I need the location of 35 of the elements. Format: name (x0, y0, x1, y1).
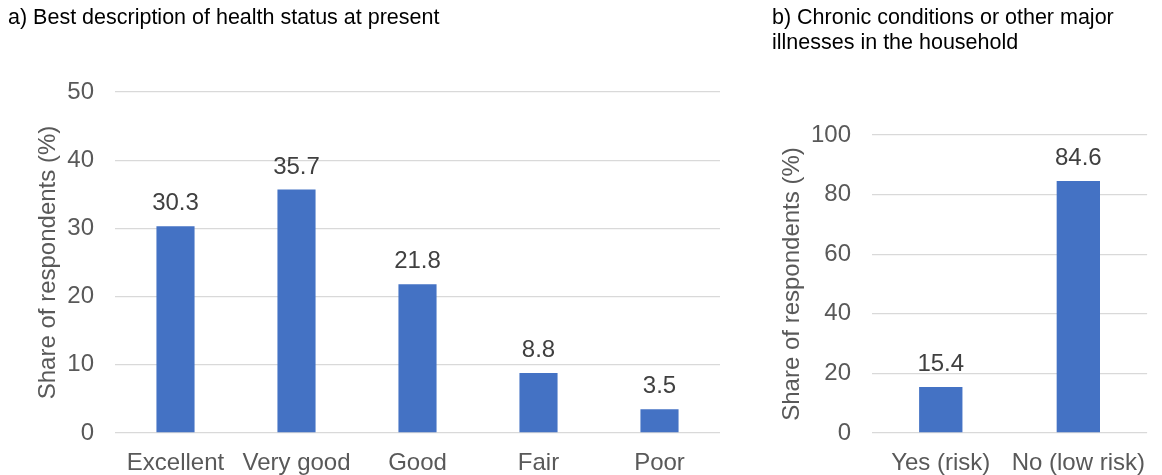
y-tick-label: 20 (67, 281, 94, 309)
x-tick-label: Excellent (126, 448, 225, 475)
y-tick-label: 10 (67, 349, 94, 377)
y-tick-label: 40 (67, 144, 94, 172)
x-tick-label: Good (388, 448, 447, 475)
data-label: 35.7 (273, 151, 320, 179)
y-tick-label: 40 (824, 298, 851, 326)
x-tick-label: Fair (517, 448, 560, 475)
y-tick-label: 0 (80, 417, 94, 445)
y-tick-label: 20 (824, 358, 851, 386)
x-tick-label: No (low risk) (1011, 448, 1145, 475)
data-label: 8.8 (521, 334, 556, 362)
x-tick-label: Yes (risk) (891, 448, 991, 475)
bar (398, 284, 437, 433)
y-tick-label: 0 (837, 417, 851, 445)
data-label: 84.6 (1054, 142, 1102, 170)
data-label: 21.8 (394, 246, 441, 274)
x-tick-label: Poor (634, 448, 685, 475)
bar (277, 189, 316, 433)
y-tick-label: 60 (824, 238, 851, 266)
x-tick-label: Very good (242, 448, 351, 475)
data-label: 30.3 (152, 188, 199, 216)
chart-title: a) Best description of health status at present (8, 5, 441, 30)
y-axis-title: Share of respondents (%) (33, 125, 61, 400)
chart-title: b) Chronic conditions or other major illnesses in the household (772, 5, 1115, 55)
bar (156, 226, 195, 433)
y-tick-label: 50 (67, 76, 94, 104)
bar (640, 409, 679, 433)
data-label: 15.4 (917, 349, 965, 377)
y-tick-label: 80 (824, 179, 851, 207)
y-tick-label: 30 (67, 213, 94, 241)
y-tick-label: 100 (810, 119, 851, 147)
bar (519, 372, 558, 433)
data-label: 3.5 (642, 371, 677, 399)
y-axis-title: Share of respondents (%) (777, 147, 805, 421)
